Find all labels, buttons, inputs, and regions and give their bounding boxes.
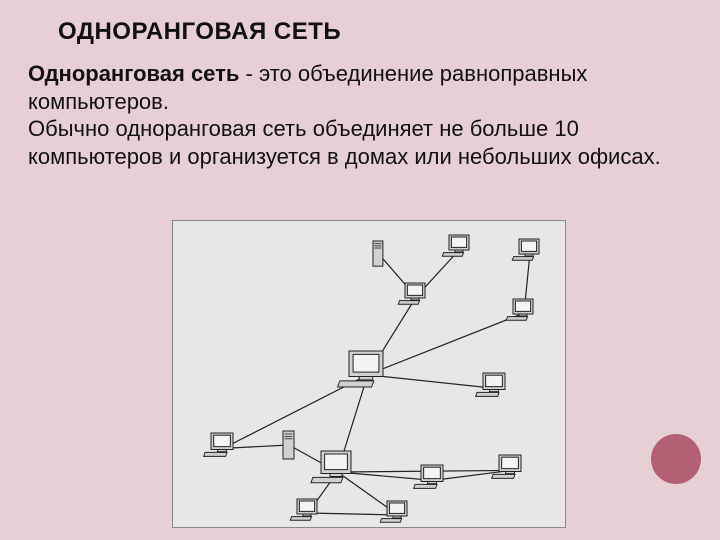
- network-node-pc: [442, 235, 469, 256]
- accent-circle: [651, 434, 701, 484]
- network-node-pc: [492, 455, 521, 478]
- slide-title: ОДНОРАНГОВАЯ СЕТЬ: [58, 18, 692, 46]
- network-node-pc: [476, 373, 505, 396]
- network-node-pc: [290, 499, 317, 520]
- network-edge: [368, 313, 524, 375]
- slide: ОДНОРАНГОВАЯ СЕТЬ Одноранговая сеть - эт…: [0, 0, 720, 540]
- network-node-tower: [373, 241, 383, 266]
- network-node-pc: [506, 299, 533, 320]
- paragraph-2: Обычно одноранговая сеть объединяет не б…: [28, 115, 692, 170]
- network-node-pc: [380, 501, 407, 522]
- paragraph-1: Одноранговая сеть - это объединение равн…: [28, 60, 692, 115]
- network-node-pc: [414, 465, 443, 488]
- network-node-pc_big: [338, 351, 383, 387]
- network-node-pc: [204, 433, 233, 456]
- network-node-tower: [283, 431, 294, 459]
- network-node-pc: [512, 239, 539, 260]
- network-svg: [173, 221, 567, 529]
- para1-term: Одноранговая сеть: [28, 61, 239, 86]
- network-edge: [368, 375, 495, 389]
- network-node-pc: [398, 283, 425, 304]
- network-edge: [338, 472, 434, 480]
- network-diagram: [172, 220, 566, 528]
- network-edge: [308, 513, 398, 515]
